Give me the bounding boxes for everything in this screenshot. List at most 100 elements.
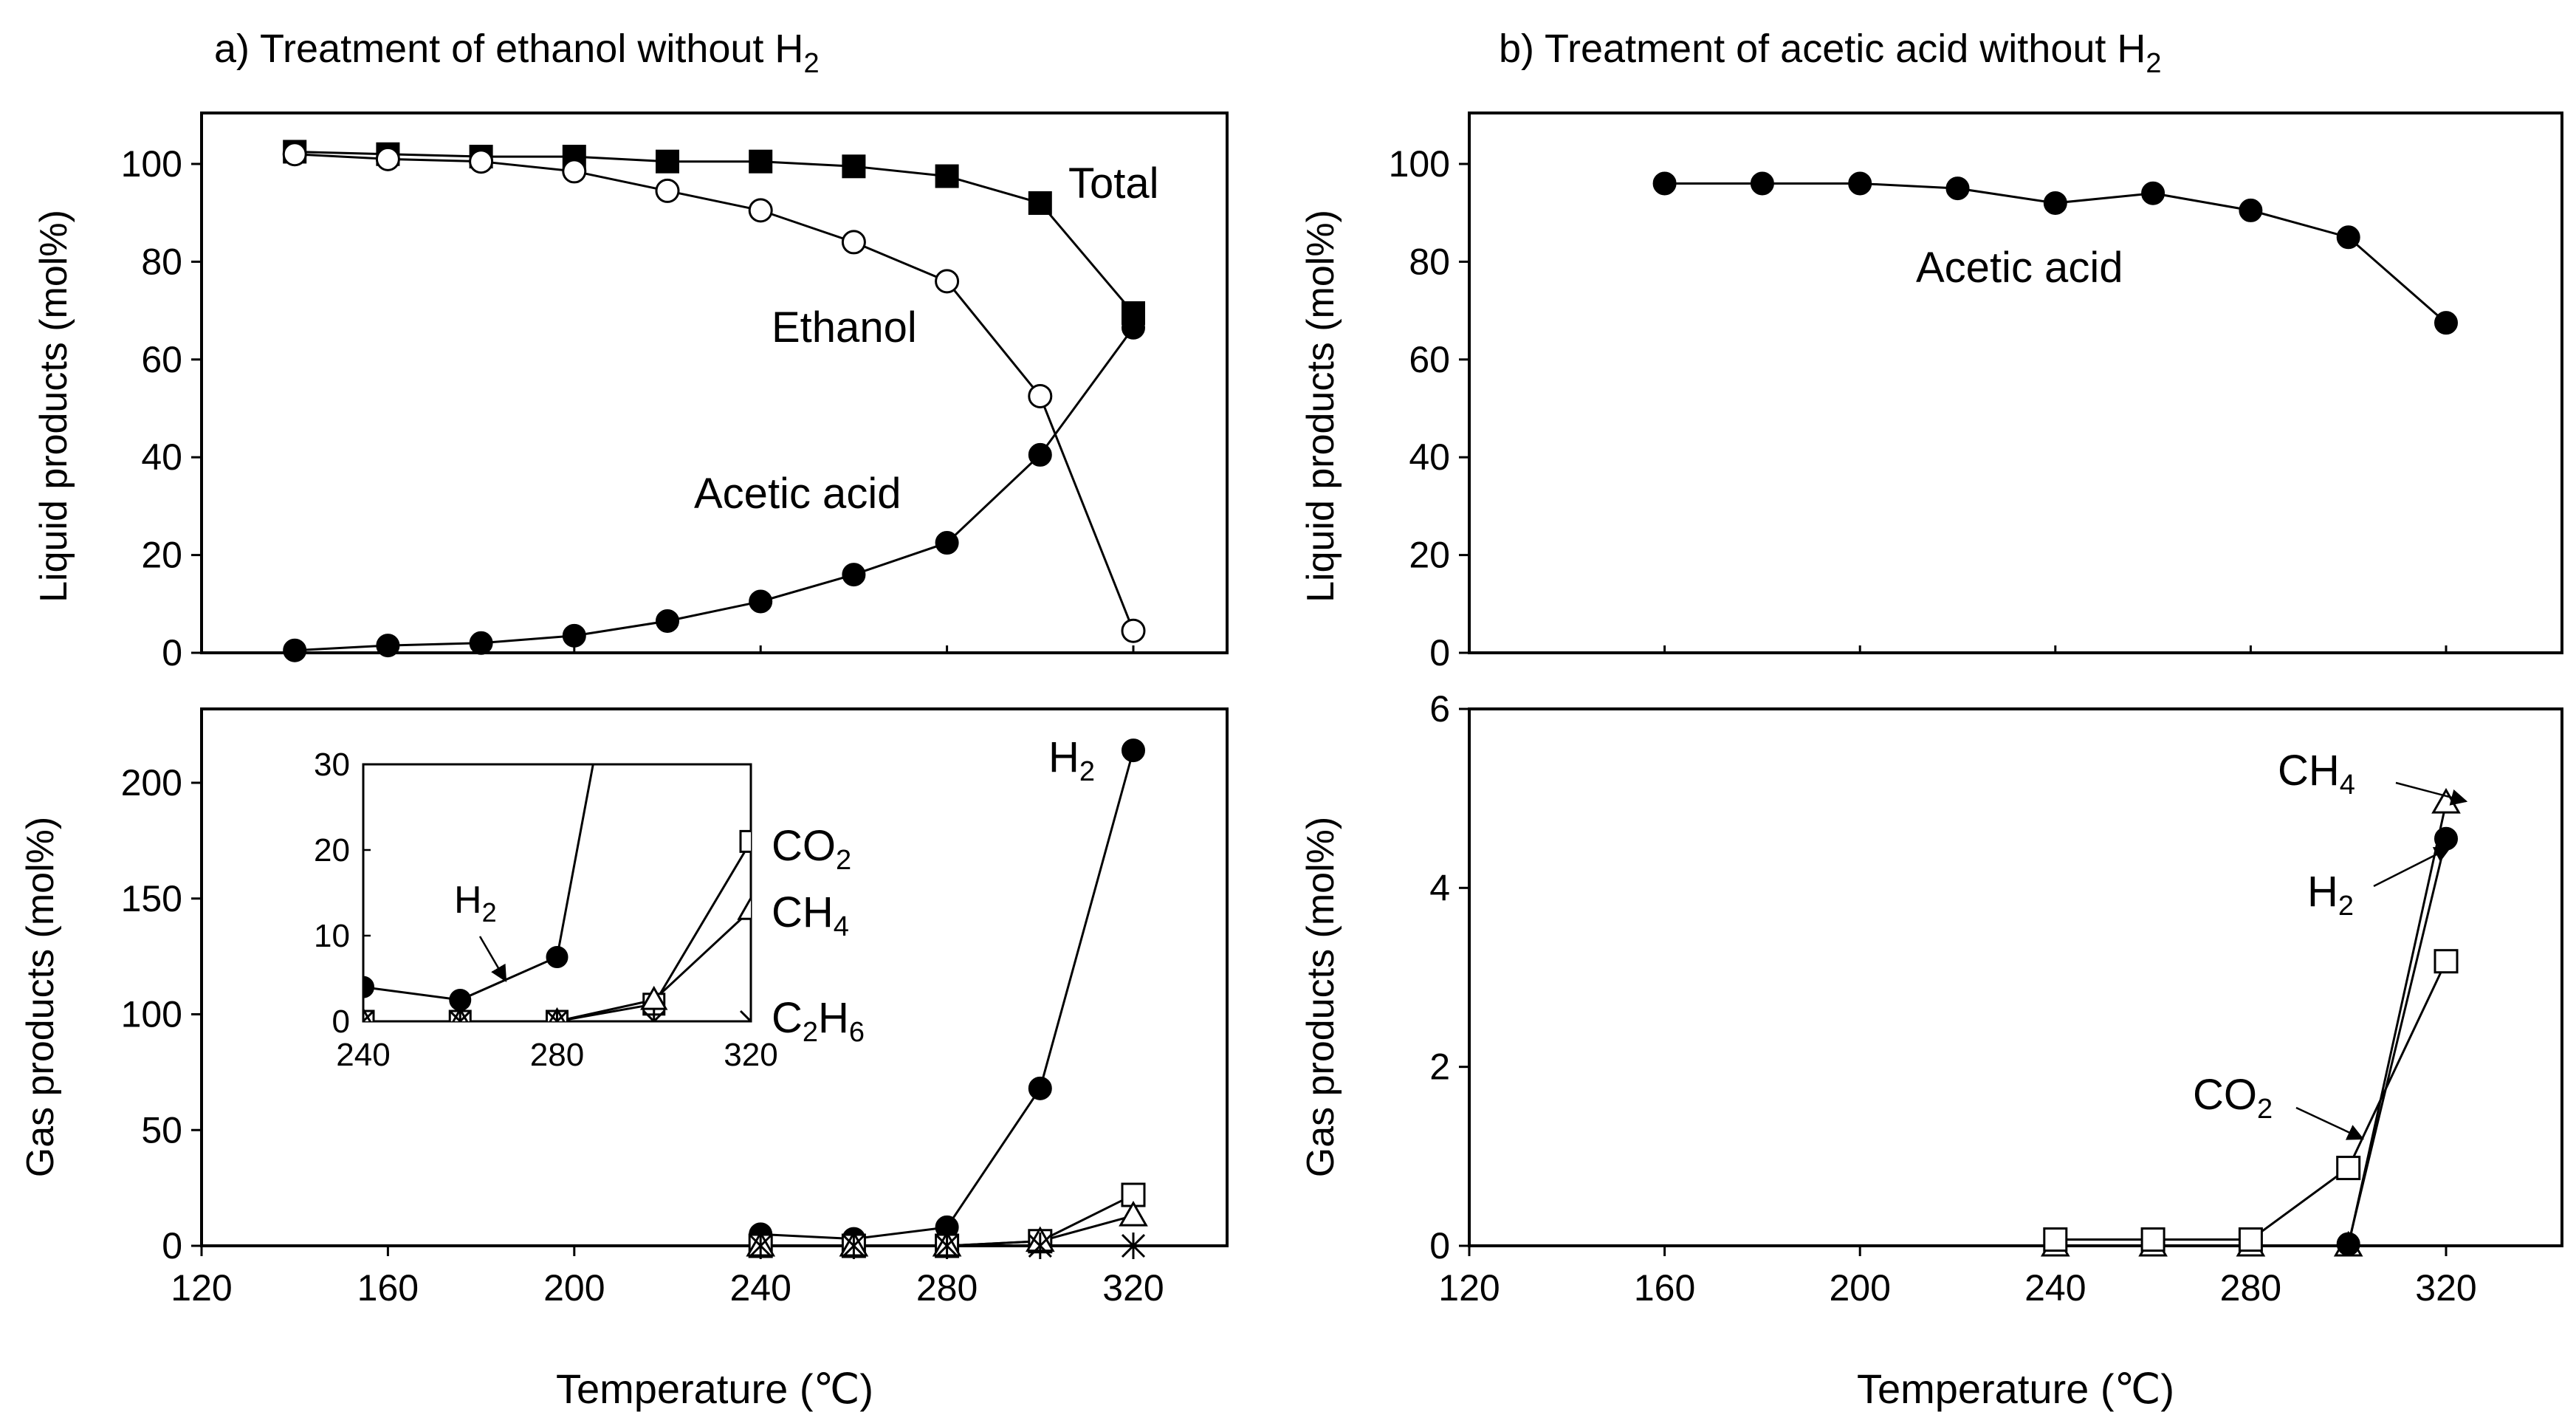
a-gas-plot-frame bbox=[200, 707, 1229, 1247]
panel-b-title: b) Treatment of acetic acid without H2 bbox=[1499, 27, 2162, 79]
a_gas-ytick-label: 200 bbox=[121, 762, 182, 803]
a_liquid-ethanol-point bbox=[748, 198, 773, 223]
a_gas-xtick-label: 120 bbox=[171, 1267, 232, 1309]
inset-label-c2h6: C2H6 bbox=[772, 994, 865, 1048]
a_liquid-acetic-acid-point bbox=[842, 563, 866, 587]
a_liquid-ethanol-point bbox=[1121, 618, 1146, 643]
a_liquid-ytick-label: 20 bbox=[141, 535, 182, 576]
a_liquid-ytick-label: 60 bbox=[141, 339, 182, 380]
b-gas-ylabel: Gas products (mol%) bbox=[1299, 817, 1342, 1177]
annotations-layer: Total Ethanol Acetic acid H2 H2 CO2 CH4 C2H6 Ace… bbox=[454, 160, 2468, 1140]
inset-ytick-label: 20 bbox=[314, 832, 350, 868]
a_liquid-ytick-label: 100 bbox=[121, 143, 182, 185]
label-total: Total bbox=[1068, 160, 1159, 208]
a_liquid-series-group bbox=[282, 140, 1146, 662]
a_liquid-acetic-acid-point bbox=[376, 634, 400, 658]
b_gas-h2-line bbox=[2347, 838, 2448, 1244]
label-ethanol: Ethanol bbox=[772, 304, 917, 352]
a_gas_inset-ch4-point bbox=[737, 896, 751, 920]
a_gas_inset-h2-point bbox=[363, 976, 374, 998]
label-acetic-acid: Acetic acid bbox=[694, 470, 901, 518]
a_liquid-ethanol-line bbox=[295, 153, 1135, 631]
a_liquid-acetic-acid-point bbox=[1028, 442, 1052, 467]
a_gas-ch4-point bbox=[1119, 1200, 1148, 1227]
b_gas-ytick-label: 4 bbox=[1429, 867, 1450, 908]
b_gas-xtick-label: 160 bbox=[1634, 1267, 1695, 1309]
a_liquid-ethanol-point bbox=[655, 178, 680, 203]
label-b-h2: H2 bbox=[2307, 868, 2354, 922]
a_gas_inset-c2h6-point-stroke bbox=[739, 1009, 751, 1021]
a_liquid-acetic-acid-point bbox=[656, 609, 679, 633]
a_gas-ytick-label: 100 bbox=[121, 994, 182, 1035]
inset-label-co2: CO2 bbox=[772, 822, 851, 876]
a_gas-ytick-label: 150 bbox=[121, 878, 182, 919]
a_liquid-ytick-label: 80 bbox=[141, 241, 182, 282]
data-series-layer bbox=[282, 140, 2461, 1259]
b-ch4-arrow bbox=[2395, 781, 2468, 806]
a_liquid-ethanol-point bbox=[562, 159, 587, 184]
a_gas_inset-c2h6-point-stroke bbox=[652, 1009, 665, 1021]
b_gas-ytick-label: 2 bbox=[1429, 1046, 1450, 1088]
b_liquid-acetic-acid-point bbox=[2239, 198, 2263, 222]
b_liquid-acetic-acid-point bbox=[2336, 225, 2360, 250]
a_gas_inset-h2-point bbox=[449, 989, 472, 1011]
b_gas-ch4-line bbox=[2055, 802, 2448, 1247]
a_gas_inset-co2-point bbox=[739, 829, 751, 853]
b_liquid-acetic-acid-point bbox=[1945, 176, 1970, 201]
b_gas-xtick-label: 120 bbox=[1438, 1267, 1500, 1309]
a_gas_inset-c2h6-point-stroke bbox=[642, 1009, 656, 1021]
label-b-co2: CO2 bbox=[2193, 1071, 2273, 1125]
inset-xtick-label: 280 bbox=[530, 1037, 584, 1073]
a_liquid-acetic-acid-point bbox=[749, 589, 773, 614]
b_gas-co2-point bbox=[2336, 1156, 2361, 1181]
a_gas-xtick-label: 200 bbox=[543, 1267, 605, 1309]
a_liquid-total-point bbox=[656, 149, 679, 174]
a_gas-c2h6-point bbox=[842, 1233, 866, 1259]
b_gas-xtick-label: 200 bbox=[1829, 1267, 1890, 1309]
a_gas-c2h6-point bbox=[749, 1233, 773, 1259]
b_gas-ytick-label: 6 bbox=[1429, 688, 1450, 730]
inset-label-h2: H2 bbox=[454, 879, 497, 928]
a_gas-c2h6-point bbox=[1121, 1233, 1146, 1259]
a_gas-xtick-label: 320 bbox=[1102, 1267, 1164, 1309]
a_liquid-ethanol-point bbox=[1028, 383, 1053, 408]
b-xlabel: Temperature (℃) bbox=[1857, 1365, 2174, 1412]
a_gas-series-group bbox=[746, 738, 1148, 1259]
a_gas-xtick-label: 280 bbox=[916, 1267, 978, 1309]
b_liquid-ytick-label: 80 bbox=[1409, 241, 1450, 282]
a_gas-xtick-label: 240 bbox=[729, 1267, 791, 1309]
a-inset-frame bbox=[362, 763, 752, 1023]
a_gas-ytick-label: 50 bbox=[141, 1109, 182, 1151]
a_liquid-ethanol-point bbox=[469, 149, 494, 174]
b_liquid-ytick-label: 40 bbox=[1409, 436, 1450, 478]
axes-ticks-layer: 120 160 200 240 280 320 120 160 200 240 280 3200204… bbox=[121, 143, 2477, 1309]
a_gas_inset-c2h6-point-stroke bbox=[363, 1009, 375, 1021]
b_liquid-ytick-label: 0 bbox=[1429, 632, 1450, 673]
a_gas_inset-c2h6-point-stroke bbox=[449, 1009, 462, 1021]
b_gas-h2-point bbox=[2434, 826, 2458, 851]
a_liquid-total-point bbox=[749, 149, 773, 174]
b_gas-xtick-label: 280 bbox=[2220, 1267, 2281, 1309]
a_gas_inset-c2h6-point-stroke bbox=[458, 1009, 472, 1021]
b-liquid-plot-frame bbox=[1468, 112, 2563, 654]
a_gas-xtick-label: 160 bbox=[357, 1267, 419, 1309]
a_liquid-ytick-label: 0 bbox=[162, 632, 182, 673]
b_liquid-acetic-acid-point bbox=[2434, 311, 2458, 335]
b_gas-co2-point bbox=[2140, 1227, 2165, 1252]
inset-ytick-label: 30 bbox=[314, 747, 350, 783]
a_gas_inset-c2h6-point bbox=[363, 1009, 375, 1021]
b-h2-arrow bbox=[2373, 846, 2452, 888]
label-b-acetic-acid: Acetic acid bbox=[1916, 244, 2123, 292]
a_gas_inset-c2h6-point bbox=[449, 1009, 472, 1021]
a_gas_inset-c2h6-point-stroke bbox=[546, 1009, 559, 1021]
b_liquid-acetic-acid-point bbox=[1750, 171, 1774, 196]
b_gas-co2-point bbox=[2043, 1227, 2068, 1252]
a_gas-h2-point bbox=[1028, 1076, 1052, 1100]
a_liquid-total-point bbox=[1028, 191, 1052, 215]
b_gas-co2-point bbox=[2434, 949, 2459, 974]
a_gas_inset-c2h6-point bbox=[642, 1009, 665, 1021]
a_gas-h2-point bbox=[1122, 738, 1145, 763]
a_gas_inset-c2h6-point bbox=[546, 1009, 569, 1021]
a_liquid-acetic-acid-line bbox=[295, 326, 1135, 652]
